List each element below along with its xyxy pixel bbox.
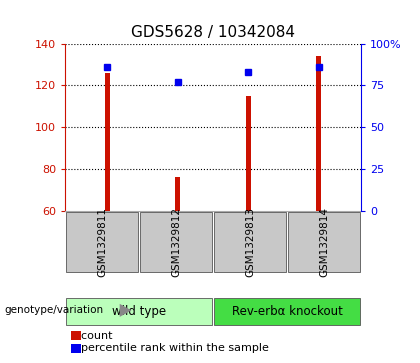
Bar	[105, 73, 110, 211]
Bar	[246, 96, 251, 211]
Bar	[66, 298, 213, 325]
Text: wild type: wild type	[112, 305, 166, 318]
Bar	[316, 56, 321, 211]
Bar	[214, 298, 360, 325]
Bar	[176, 177, 180, 211]
Text: count: count	[74, 331, 112, 341]
Text: percentile rank within the sample: percentile rank within the sample	[74, 343, 268, 354]
Bar	[140, 212, 213, 272]
Bar	[214, 212, 286, 272]
Title: GDS5628 / 10342084: GDS5628 / 10342084	[131, 25, 295, 40]
Polygon shape	[120, 304, 131, 317]
Text: Rev-erbα knockout: Rev-erbα knockout	[232, 305, 343, 318]
Text: GSM1329812: GSM1329812	[171, 207, 181, 277]
Bar	[66, 212, 139, 272]
Text: GSM1329811: GSM1329811	[97, 207, 107, 277]
Bar	[288, 212, 360, 272]
Text: genotype/variation: genotype/variation	[4, 305, 103, 315]
Text: GSM1329813: GSM1329813	[245, 207, 255, 277]
Text: GSM1329814: GSM1329814	[319, 207, 329, 277]
